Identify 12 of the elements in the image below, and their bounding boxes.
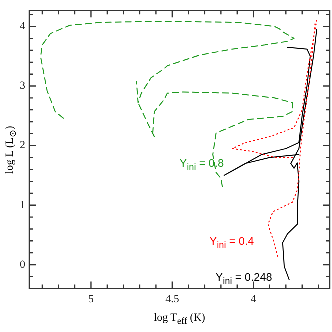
series-label: Y$_{ini}$ = 0.248 (216, 272, 272, 286)
x-tick-label: 5 (88, 293, 94, 306)
y-tick-label: 3 (20, 80, 26, 92)
x-tick-label: 4.5 (166, 293, 180, 306)
y-tick-label: 4 (20, 20, 26, 33)
series-label: Y$_{ini}$ = 0.4 (210, 236, 254, 250)
x-axis-title: log T$_{eff}$ (K) (153, 312, 206, 326)
y-tick-label: 0 (20, 258, 26, 271)
series-label: Y$_{ini}$ = 0.8 (180, 158, 224, 172)
y-tick-label: 1 (20, 199, 26, 212)
x-tick-label: 4 (250, 293, 257, 306)
y-tick-label: 2 (20, 140, 26, 152)
